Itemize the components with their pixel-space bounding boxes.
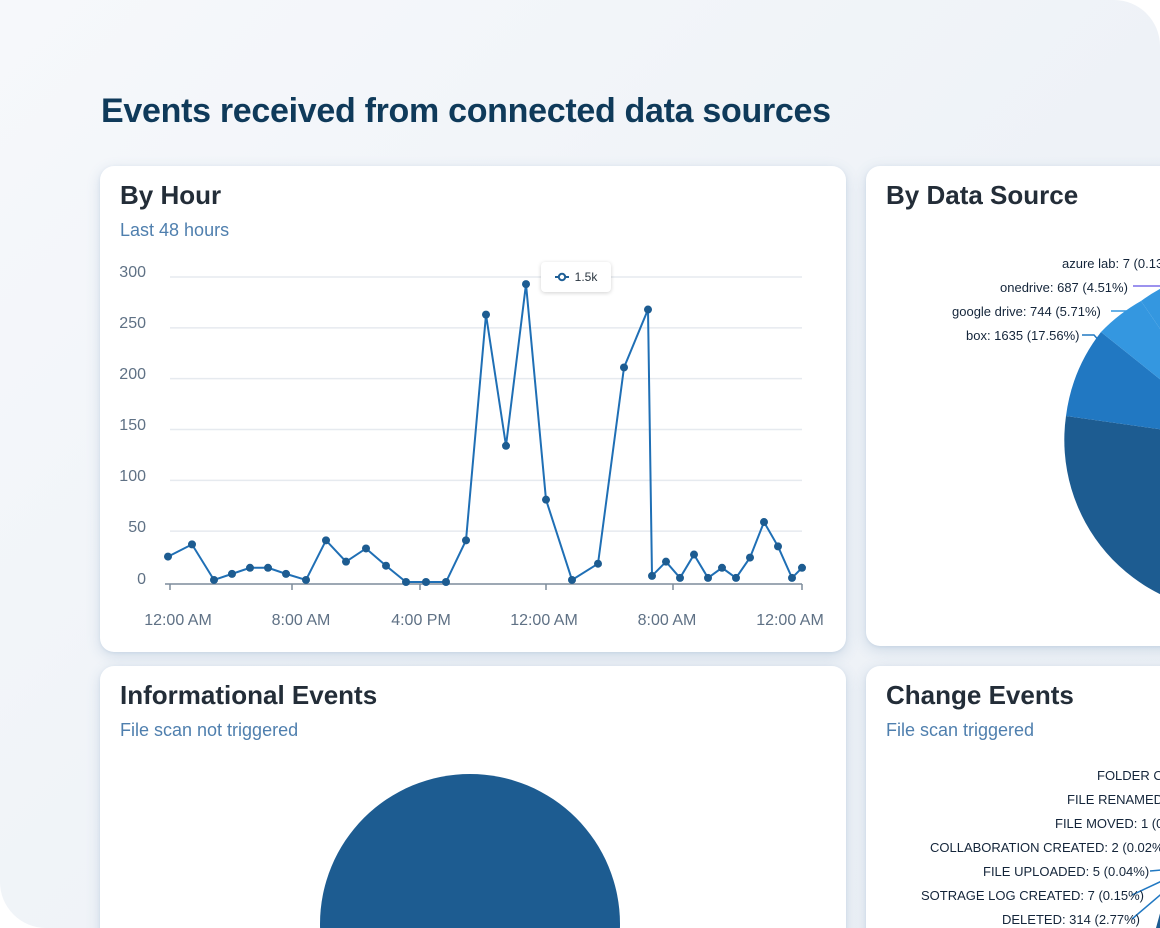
change-label: SOTRAGE LOG CREATED: 7 (0.15%) bbox=[921, 888, 1144, 903]
data-source-pie-chart bbox=[1064, 285, 1160, 595]
page-title: Events received from connected data sour… bbox=[101, 92, 831, 130]
card-title: By Data Source bbox=[886, 180, 1079, 210]
informational-pie-chart bbox=[320, 774, 620, 928]
x-tick: 4:00 PM bbox=[391, 612, 451, 629]
x-tick: 12:00 AM bbox=[756, 612, 824, 629]
change-label: DELETED: 314 (2.77%) bbox=[1002, 912, 1141, 927]
card-title: Informational Events bbox=[120, 680, 378, 710]
y-tick: 100 bbox=[119, 468, 146, 485]
y-tick: 0 bbox=[137, 571, 146, 588]
change-label: FILE RENAMED bbox=[1067, 792, 1160, 807]
card-subtitle: File scan not triggered bbox=[120, 720, 299, 740]
informational-events-card: Informational Events File scan not trigg… bbox=[100, 666, 846, 928]
y-tick: 300 bbox=[119, 264, 146, 281]
pie-label-onedrive: onedrive: 687 (4.51%) bbox=[1000, 280, 1128, 295]
y-tick: 200 bbox=[119, 366, 146, 383]
pie-label-box: box: 1635 (17.56%) bbox=[966, 328, 1080, 343]
x-tick: 12:00 AM bbox=[510, 612, 578, 629]
change-label: FOLDER C bbox=[1097, 768, 1160, 783]
change-events-card: Change Events File scan triggered bbox=[866, 666, 1160, 928]
y-tick: 150 bbox=[119, 417, 146, 434]
chart-legend[interactable]: 1.5k bbox=[541, 262, 611, 292]
card-subtitle: File scan triggered bbox=[886, 720, 1035, 740]
by-data-source-card: By Data Source bbox=[866, 166, 1160, 646]
x-tick: 12:00 AM bbox=[144, 612, 212, 629]
y-tick: 50 bbox=[128, 519, 146, 536]
change-label: COLLABORATION CREATED: 2 (0.02%) bbox=[930, 840, 1160, 855]
change-events-pie-chart bbox=[1131, 869, 1160, 928]
card-title: By Hour bbox=[120, 180, 222, 210]
pie-label-google-drive: google drive: 744 (5.71%) bbox=[952, 304, 1101, 319]
x-tick: 8:00 AM bbox=[637, 612, 697, 629]
change-label: FILE MOVED: 1 (0. bbox=[1055, 816, 1160, 831]
pie-label-azure-lab: azure lab: 7 (0.13%) bbox=[1062, 256, 1160, 271]
change-label: FILE UPLOADED: 5 (0.04%) bbox=[983, 864, 1150, 879]
card-title: Change Events bbox=[886, 680, 1074, 710]
legend-line-marker-icon bbox=[554, 272, 569, 282]
legend-label: 1.5k bbox=[574, 270, 598, 284]
card-subtitle: Last 48 hours bbox=[120, 220, 230, 240]
x-tick: 8:00 AM bbox=[271, 612, 331, 629]
y-tick: 250 bbox=[119, 315, 146, 332]
